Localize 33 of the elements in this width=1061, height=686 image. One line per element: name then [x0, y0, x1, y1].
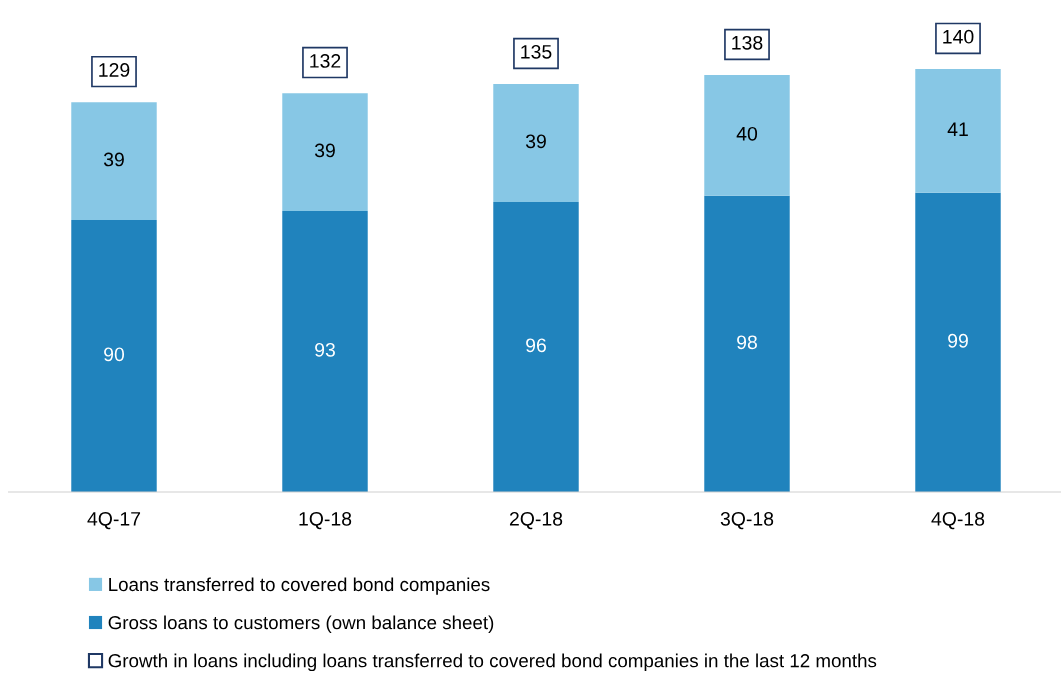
data-label: 99 [948, 333, 968, 348]
bar [493, 201, 579, 492]
data-label: 96 [526, 338, 546, 353]
bar [71, 102, 157, 221]
text: Growth in loans including loans transferred to covered bond companies in the last 12 months [108, 653, 877, 672]
data-label: 90 [104, 347, 125, 362]
x-tick-label: 4Q-17 [87, 511, 141, 530]
total-label: 132 [310, 54, 341, 68]
x-tick-label: 1Q-18 [299, 511, 352, 530]
bar [493, 84, 579, 202]
bar [704, 195, 790, 492]
x-tick-label: 4Q-18 [931, 511, 985, 530]
data-label: 93 [315, 342, 335, 357]
x-tick-label: 3Q-18 [720, 511, 774, 530]
data-label: 39 [525, 134, 546, 149]
bar [71, 220, 157, 492]
data-label: 98 [737, 335, 757, 350]
bar [704, 75, 790, 196]
bar [915, 68, 1001, 193]
x-tick-label: 2Q-18 [509, 511, 563, 530]
data-label: 39 [314, 143, 335, 158]
total-label: 140 [943, 29, 974, 44]
total-label: 138 [732, 35, 763, 50]
bar [915, 192, 1001, 492]
data-label: 40 [736, 126, 758, 141]
data-label: 41 [947, 122, 968, 136]
legend-label: Loans transferred to covered bond companies [109, 577, 490, 595]
bar [282, 93, 368, 211]
legend-label: Gross loans to customers (own balance sheet) [108, 615, 494, 633]
total-label: 129 [99, 63, 130, 77]
bar [282, 210, 368, 492]
data-label: 39 [103, 152, 124, 167]
total-label: 135 [521, 44, 552, 59]
